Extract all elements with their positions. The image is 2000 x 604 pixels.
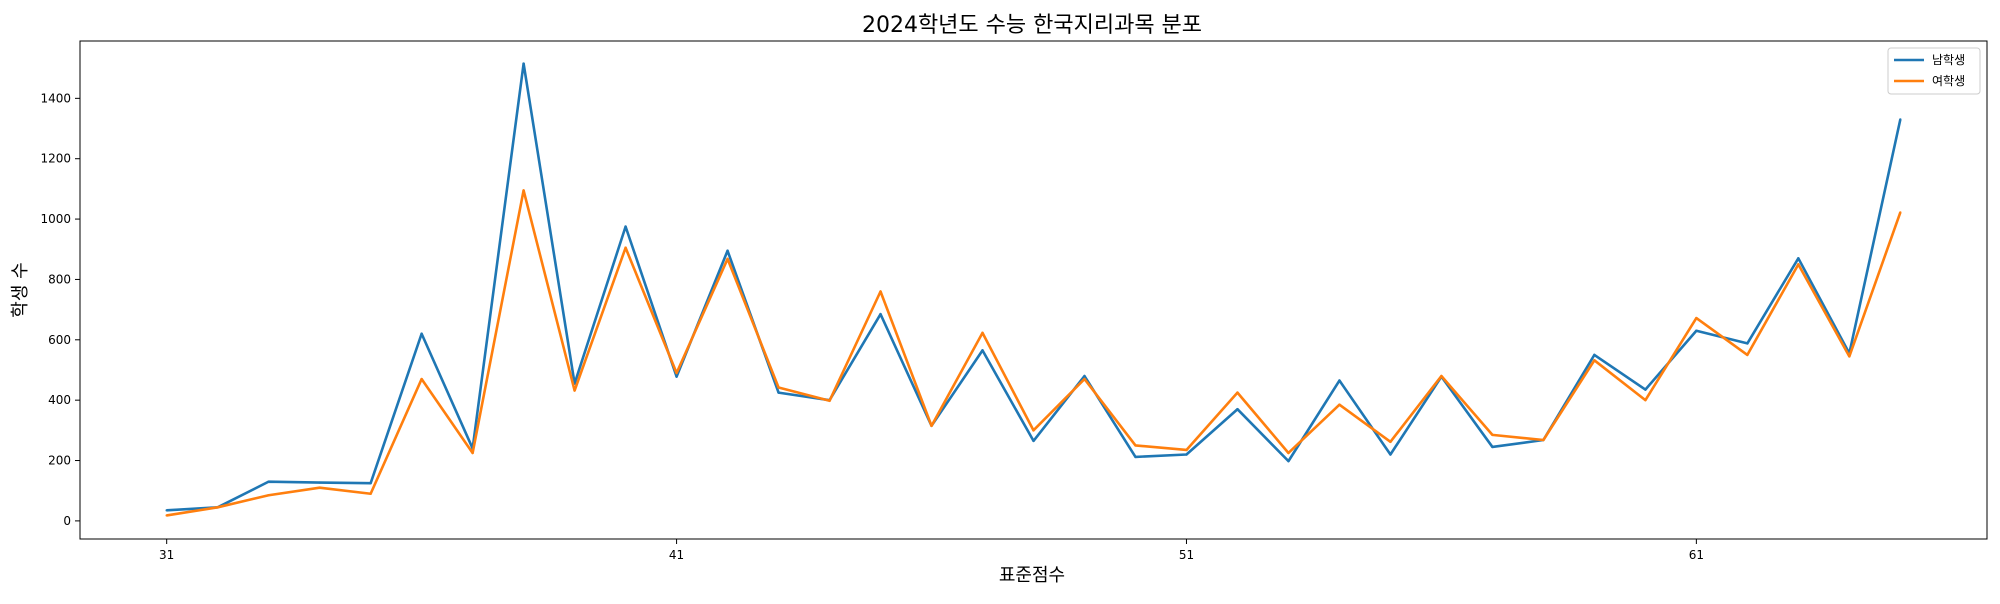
data-point (1287, 459, 1290, 463)
data-point (624, 246, 627, 249)
y-tick-label: 1400 (40, 91, 71, 105)
legend-label: 여학생 (1932, 74, 1965, 88)
x-tick-label: 51 (1179, 548, 1194, 562)
data-point (1083, 377, 1086, 381)
data-point (165, 509, 168, 512)
data-point (981, 349, 984, 352)
y-tick-label: 200 (48, 454, 71, 468)
y-tick-label: 1200 (40, 152, 71, 166)
data-point (1899, 118, 1902, 121)
data-point (1695, 329, 1698, 332)
data-point (420, 332, 423, 335)
data-point (675, 371, 678, 375)
data-point (318, 481, 321, 484)
data-point (1185, 453, 1188, 456)
y-tick-label: 600 (48, 333, 71, 347)
x-axis-label: 표준점수 (999, 565, 1065, 586)
data-point (1491, 433, 1494, 437)
data-point (1338, 403, 1341, 406)
data-point (522, 189, 525, 192)
data-point (1134, 455, 1137, 459)
x-tick-label: 31 (159, 548, 174, 562)
data-point (318, 486, 321, 489)
data-point (471, 451, 474, 455)
data-point (1389, 440, 1392, 444)
data-point (1185, 448, 1188, 452)
data-point (1695, 316, 1698, 320)
y-tick-label: 0 (63, 514, 71, 528)
y-axis: 0 200 400 600 800 1000 1200 1400 (40, 91, 80, 528)
y-tick-label: 400 (48, 393, 71, 407)
data-point (1542, 438, 1545, 442)
data-point (1338, 379, 1341, 382)
chart-title: 2024학년도 수능 한국지리과목 분포 (862, 13, 1202, 38)
x-tick-label: 41 (669, 548, 684, 562)
data-point (879, 312, 882, 316)
data-point (930, 424, 933, 428)
data-point (369, 492, 372, 495)
data-point (1440, 374, 1443, 378)
series-lines (165, 62, 1902, 517)
data-point (1746, 342, 1749, 345)
y-tick-label: 800 (48, 272, 71, 286)
data-point (1797, 257, 1800, 260)
data-point (369, 481, 372, 485)
data-point (1746, 353, 1749, 357)
data-point (1593, 353, 1596, 357)
data-point (777, 391, 780, 394)
data-point (1848, 355, 1851, 358)
data-point (573, 389, 576, 392)
plot-area (79, 40, 1988, 540)
data-point (1287, 451, 1290, 455)
y-axis-label: 학생 수 (10, 262, 31, 317)
data-point (1644, 398, 1647, 402)
data-point (1032, 429, 1035, 432)
data-point (726, 257, 729, 261)
data-point (675, 375, 678, 378)
data-point (1644, 388, 1647, 391)
data-point (828, 399, 831, 402)
data-point (1134, 444, 1137, 447)
data-point (1899, 211, 1902, 214)
data-point (1389, 453, 1392, 456)
data-point (879, 290, 882, 293)
x-axis: 31 41 51 61 (159, 539, 1704, 562)
data-point (726, 249, 729, 252)
x-tick-label: 61 (1689, 548, 1704, 562)
data-point (1083, 374, 1086, 378)
data-point (1032, 439, 1035, 443)
data-point (1797, 263, 1800, 266)
legend-label: 남학생 (1932, 53, 1965, 67)
data-point (1593, 359, 1596, 362)
data-point (420, 377, 423, 381)
data-point (522, 62, 525, 65)
data-point (216, 506, 219, 509)
data-point (165, 514, 168, 517)
data-point (777, 386, 780, 389)
data-point (267, 494, 270, 497)
data-point (1491, 445, 1494, 449)
data-point (267, 480, 270, 483)
data-point (624, 225, 627, 228)
data-point (981, 331, 984, 335)
data-point (1236, 391, 1239, 394)
data-point (1236, 408, 1239, 411)
y-tick-label: 1000 (40, 212, 71, 226)
